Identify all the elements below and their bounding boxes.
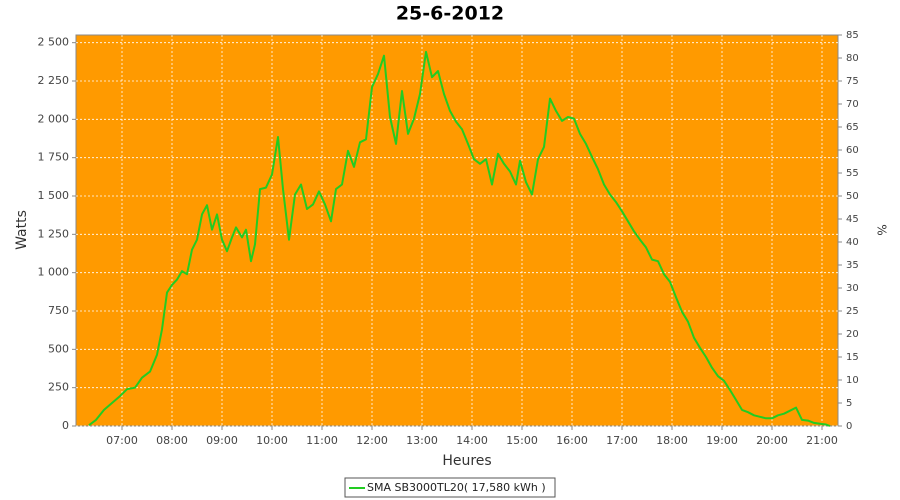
x-tick-label: 11:00 bbox=[306, 434, 338, 447]
chart-title: 25-6-2012 bbox=[396, 3, 504, 25]
y-tick-label: 2 500 bbox=[38, 36, 70, 49]
y2-tick-label: 80 bbox=[846, 53, 859, 64]
y-tick-label: 1 750 bbox=[38, 151, 70, 164]
y-tick-label: 1 250 bbox=[38, 227, 70, 240]
y2-tick-label: 10 bbox=[846, 375, 859, 386]
y-tick-label: 250 bbox=[48, 381, 69, 394]
x-tick-label: 13:00 bbox=[406, 434, 438, 447]
y2-tick-label: 65 bbox=[846, 122, 859, 133]
x-tick-label: 16:00 bbox=[556, 434, 588, 447]
x-tick-label: 20:00 bbox=[756, 434, 788, 447]
y-tick-label: 2 250 bbox=[38, 74, 70, 87]
x-tick-label: 14:00 bbox=[456, 434, 488, 447]
y2-tick-label: 50 bbox=[846, 191, 859, 202]
y2-tick-label: 30 bbox=[846, 283, 859, 294]
x-tick-label: 19:00 bbox=[706, 434, 738, 447]
y2-tick-label: 40 bbox=[846, 237, 859, 248]
x-tick-label: 12:00 bbox=[356, 434, 388, 447]
y2-tick-label: 5 bbox=[846, 398, 852, 409]
x-axis-label: Heures bbox=[442, 453, 491, 469]
x-tick-label: 07:00 bbox=[106, 434, 138, 447]
legend-box bbox=[344, 477, 556, 498]
x-tick-label: 08:00 bbox=[156, 434, 188, 447]
y2-tick-label: 55 bbox=[846, 168, 859, 179]
y2-tick-label: 15 bbox=[846, 352, 859, 363]
x-tick-label: 21:00 bbox=[806, 434, 838, 447]
y2-tick-label: 45 bbox=[846, 214, 859, 225]
x-tick-label: 10:00 bbox=[256, 434, 288, 447]
x-tick-label: 09:00 bbox=[206, 434, 238, 447]
x-tick-label: 17:00 bbox=[606, 434, 638, 447]
x-tick-label: 18:00 bbox=[656, 434, 688, 447]
y-tick-label: 1 000 bbox=[38, 266, 70, 279]
y-tick-label: 1 500 bbox=[38, 189, 70, 202]
y-tick-label: 2 000 bbox=[38, 112, 70, 125]
y2-tick-label: 20 bbox=[846, 329, 859, 340]
y-tick-label: 0 bbox=[62, 419, 69, 432]
y2-tick-label: 75 bbox=[846, 76, 859, 87]
y2-axis-label: % bbox=[875, 224, 889, 235]
plot-area bbox=[75, 34, 839, 427]
y2-tick-label: 0 bbox=[846, 421, 852, 432]
legend-label: SMA SB3000TL20( 17,580 kWh ) bbox=[367, 481, 546, 494]
y-axis-label: Watts bbox=[14, 210, 30, 250]
y2-tick-label: 70 bbox=[846, 99, 859, 110]
series-line bbox=[88, 50, 831, 427]
y2-tick-label: 35 bbox=[846, 260, 859, 271]
y2-tick-label: 85 bbox=[846, 30, 859, 41]
y2-tick-label: 25 bbox=[846, 306, 859, 317]
y2-tick-label: 60 bbox=[846, 145, 859, 156]
y-tick-label: 750 bbox=[48, 304, 69, 317]
x-tick-label: 15:00 bbox=[506, 434, 538, 447]
y-tick-label: 500 bbox=[48, 342, 69, 355]
